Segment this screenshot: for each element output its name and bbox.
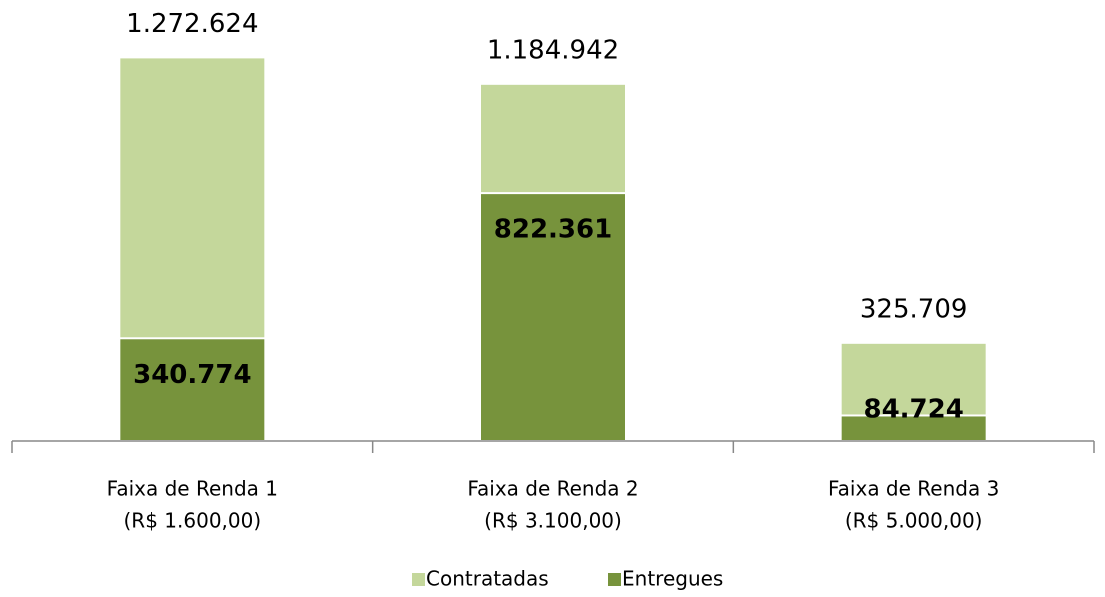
value-label: 325.709 [860, 294, 968, 324]
legend-label: Entregues [622, 567, 723, 591]
x-tick-label: Faixa de Renda 2 [467, 477, 638, 501]
x-tick-label: Faixa de Renda 3 [828, 477, 999, 501]
value-label: 822.361 [494, 215, 612, 245]
x-tick-label: (R$ 5.000,00) [845, 509, 983, 533]
legend-swatch [412, 573, 425, 586]
value-label: 84.724 [863, 395, 963, 425]
legend-label: Contratadas [426, 567, 549, 591]
value-label: 1.184.942 [487, 35, 619, 65]
bar [118, 337, 267, 442]
x-tick-label: (R$ 1.600,00) [124, 509, 262, 533]
x-tick-label: Faixa de Renda 1 [107, 477, 278, 501]
value-label: 1.272.624 [126, 9, 258, 39]
bar [479, 192, 627, 442]
bar [839, 414, 988, 442]
value-label: 340.774 [133, 360, 251, 390]
x-tick-label: (R$ 3.100,00) [484, 509, 622, 533]
legend-swatch [608, 573, 621, 586]
